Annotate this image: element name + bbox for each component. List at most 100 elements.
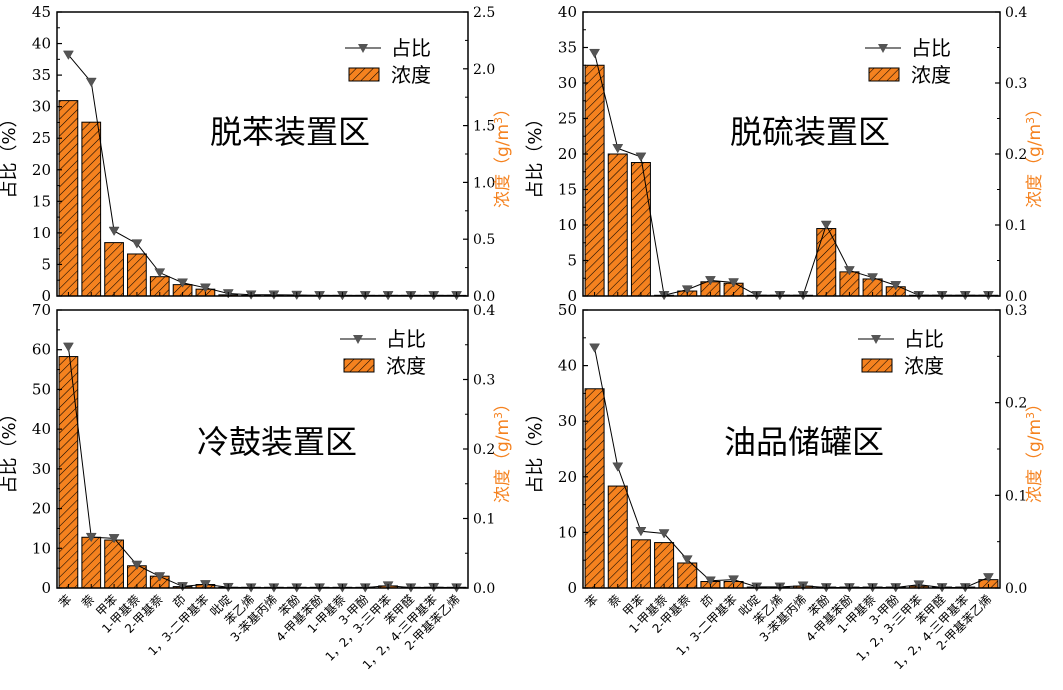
legend-bar-label: 浓度: [911, 63, 951, 87]
bar-3: [104, 539, 124, 589]
left-tick-label: 70: [32, 301, 51, 319]
left-tick-label: 10: [32, 224, 51, 242]
left-tick-label: 10: [558, 523, 577, 541]
bar-1: [584, 388, 605, 589]
legend-marker-icon: [353, 335, 363, 344]
right-tick-label: 0.0: [473, 581, 495, 597]
right-tick-label: 0.2: [473, 442, 495, 458]
bar-1: [58, 356, 79, 589]
right-tick-label: 2.5: [473, 5, 495, 21]
ratio-marker-4: [658, 529, 670, 539]
ratio-marker-13: [867, 273, 879, 283]
panel-title: 油品储罐区: [724, 423, 884, 461]
ratio-marker-2: [85, 532, 97, 543]
bar-2: [607, 485, 628, 589]
left-tick-label: 40: [558, 3, 577, 21]
legend-marker-icon: [358, 44, 368, 53]
x-tick-label: 苯: [56, 592, 74, 610]
left-tick-label: 45: [32, 3, 51, 21]
ratio-marker-4: [131, 239, 143, 249]
left-tick-label: 30: [32, 460, 51, 478]
ratio-marker-1: [589, 343, 601, 353]
legend-bar-swatch: [861, 358, 893, 373]
left-axis-label: 占比（%）: [0, 404, 20, 493]
left-tick-label: 30: [558, 412, 577, 430]
left-tick-label: 5: [567, 252, 577, 270]
left-tick-label: 5: [41, 255, 51, 273]
legend-marker-icon: [871, 335, 881, 344]
right-tick-label: 0.4: [1005, 5, 1027, 21]
left-tick-label: 0: [567, 579, 577, 597]
right-tick-label: 0.1: [473, 512, 495, 528]
right-tick-label: 0.1: [1005, 488, 1027, 504]
ratio-marker-1: [589, 48, 601, 59]
right-tick-label: 0.0: [1005, 581, 1027, 597]
right-tick-label: 0.5: [473, 232, 495, 248]
ratio-marker-1: [62, 342, 74, 352]
legend-bar-label: 浓度: [386, 354, 426, 378]
left-tick-label: 10: [558, 216, 577, 234]
left-tick-label: 20: [558, 145, 577, 163]
ratio-marker-6: [704, 576, 716, 586]
ratio-line: [594, 53, 989, 296]
panel-title: 脱硫装置区: [730, 113, 890, 151]
ratio-marker-3: [635, 527, 647, 537]
bar-3: [630, 539, 651, 589]
bar-1: [584, 64, 605, 297]
left-tick-label: 30: [32, 98, 51, 116]
ratio-marker-12: [843, 266, 855, 276]
right-tick-label: 1.0: [473, 175, 495, 191]
ratio-marker-3: [108, 226, 120, 236]
chart-panel-2: 0 5 10 15 20 25 30 35 40 0.0 0.1 0.2 0.3 0.4 占比（%） 浓度（g…: [525, 3, 1045, 305]
left-tick-label: 10: [32, 539, 51, 557]
panel-title: 冷鼓装置区: [197, 423, 357, 461]
ratio-marker-4: [131, 560, 143, 570]
left-tick-label: 40: [32, 420, 51, 438]
bar-2: [81, 121, 102, 297]
ratio-marker-2: [85, 77, 97, 88]
ratio-marker-11: [820, 220, 832, 230]
left-tick-label: 15: [558, 181, 577, 199]
right-tick-label: 0.4: [473, 303, 495, 319]
legend-line-label: 占比: [904, 327, 944, 351]
right-tick-label: 0.3: [1005, 76, 1027, 92]
right-tick-label: 0.1: [1005, 218, 1027, 234]
ratio-marker-2: [612, 462, 624, 472]
right-tick-label: 1.5: [473, 119, 495, 135]
left-tick-label: 20: [558, 468, 577, 486]
left-tick-label: 20: [32, 161, 51, 179]
right-tick-label: 0.3: [473, 373, 495, 389]
left-tick-label: 0: [41, 287, 51, 305]
legend-line-label: 占比: [391, 36, 431, 60]
legend-bar-label: 浓度: [904, 354, 944, 378]
legend-line-label: 占比: [386, 327, 426, 351]
ratio-marker-7: [728, 575, 740, 585]
bar-3: [630, 162, 651, 297]
legend-bar-label: 浓度: [391, 63, 431, 87]
x-tick-label: 苯: [582, 592, 600, 610]
chart-panel-4: 0 10 20 30 40 50 0.0 0.1 0.2 0.3 占比（%） 浓度（g/m3） 油品储罐…: [525, 301, 1045, 672]
bar-4: [127, 253, 147, 297]
ratio-line: [67, 346, 457, 589]
ratio-marker-7: [199, 283, 211, 293]
ratio-marker-6: [177, 278, 189, 288]
ratio-marker-5: [681, 555, 693, 565]
panel-title: 脱苯装置区: [210, 113, 370, 151]
left-tick-label: 0: [41, 579, 51, 597]
chart-panel-1: 0 5 10 15 20 25 30 35 40 45 0.0 0.5 1.0 1.5 2.0 2.5 占比（%…: [0, 3, 513, 305]
left-tick-label: 40: [32, 35, 51, 53]
ratio-marker-3: [108, 534, 120, 544]
left-axis-label: 占比（%）: [525, 404, 546, 493]
legend-marker-icon: [878, 44, 888, 53]
left-tick-label: 40: [558, 357, 577, 375]
legend-bar-swatch: [343, 358, 375, 373]
right-axis-label: 浓度（g/m3）: [1024, 100, 1045, 208]
bar-2: [607, 153, 628, 297]
right-tick-label: 0.2: [1005, 147, 1027, 163]
left-tick-label: 50: [32, 380, 51, 398]
legend-bar-swatch: [348, 67, 380, 82]
left-tick-label: 35: [32, 66, 51, 84]
bar-4: [654, 542, 675, 589]
